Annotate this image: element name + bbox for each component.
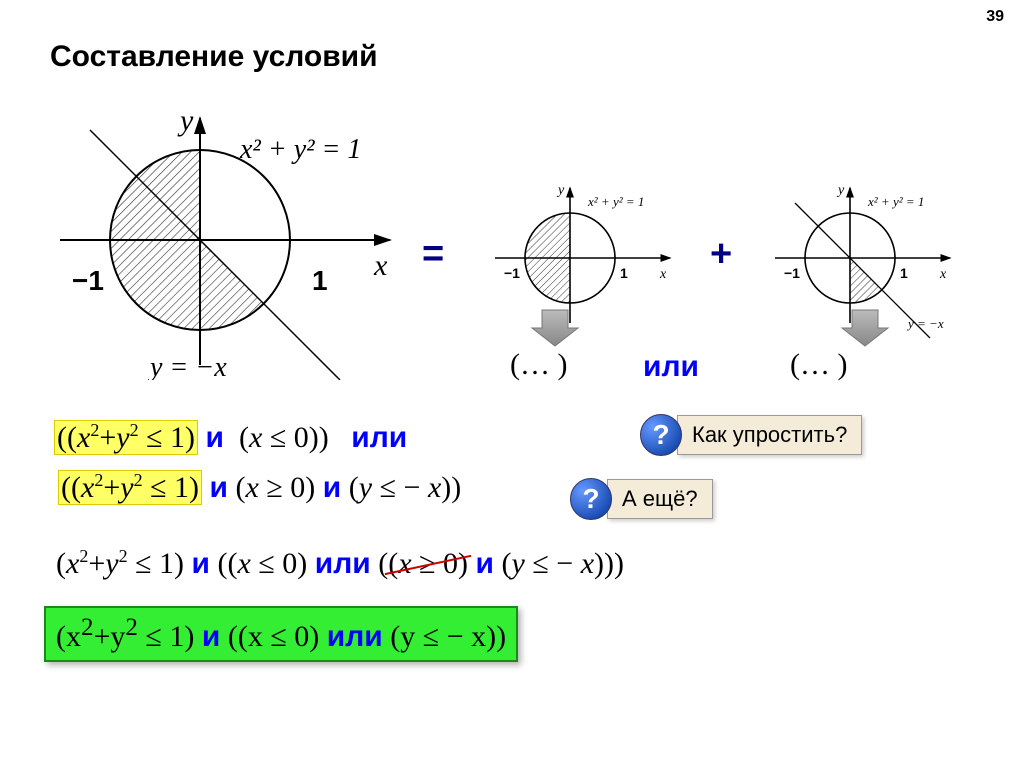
question-icon: ? <box>570 478 612 520</box>
small-diagram-left-half: y x x² + y² = 1 −1 1 <box>480 178 690 353</box>
circle-equation: x² + y² = 1 <box>239 134 361 165</box>
plus-sign: + <box>710 233 732 276</box>
callout-text: А ещё? <box>607 479 713 519</box>
down-arrow-icon <box>842 310 888 346</box>
plus-one-label: 1 <box>312 265 328 296</box>
svg-text:x: x <box>939 267 947 282</box>
down-arrow-icon <box>532 310 578 346</box>
svg-text:−1: −1 <box>504 265 520 281</box>
line-equation: y = −x <box>147 352 227 380</box>
svg-text:y: y <box>556 183 565 198</box>
y-axis-label: y <box>177 104 194 137</box>
callout-simplify: ? Как упростить? <box>640 414 862 456</box>
svg-text:x: x <box>659 267 667 282</box>
svg-text:y: y <box>836 183 845 198</box>
final-formula-box: (x2+y2 ≤ 1) и ((x ≤ 0) или (y ≤ − x)) <box>44 606 518 662</box>
svg-text:1: 1 <box>620 265 628 281</box>
small-diagram-wedge: y x x² + y² = 1 −1 1 y = −x <box>760 178 990 353</box>
callout-more: ? А ещё? <box>570 478 713 520</box>
formula-line-2: ((x2+y2 ≤ 1) и (x ≥ 0) и (y ≤ − x)) <box>58 470 461 505</box>
svg-text:−1: −1 <box>784 265 800 281</box>
svg-text:x² + y² = 1: x² + y² = 1 <box>867 194 924 209</box>
paren-placeholder-1: (… ) <box>510 348 567 382</box>
main-diagram: y x x² + y² = 1 −1 1 y = −x <box>30 100 410 385</box>
formula-line-1: ((x2+y2 ≤ 1) и (x ≤ 0)) или <box>54 420 407 455</box>
svg-text:y = −x: y = −x <box>906 316 944 331</box>
svg-text:x² + y² = 1: x² + y² = 1 <box>587 194 644 209</box>
paren-placeholder-2: (… ) <box>790 348 847 382</box>
page-number: 39 <box>986 8 1004 26</box>
question-icon: ? <box>640 414 682 456</box>
or-keyword: или <box>643 350 699 384</box>
page-title: Составление условий <box>50 40 378 74</box>
equals-sign: = <box>422 233 444 276</box>
minus-one-label: −1 <box>72 265 104 296</box>
x-axis-label: x <box>373 249 388 282</box>
svg-text:1: 1 <box>900 265 908 281</box>
formula-line-3: (x2+y2 ≤ 1) и ((x ≤ 0) или ((x ≥ 0) и (y… <box>56 546 624 581</box>
callout-text: Как упростить? <box>677 415 862 455</box>
